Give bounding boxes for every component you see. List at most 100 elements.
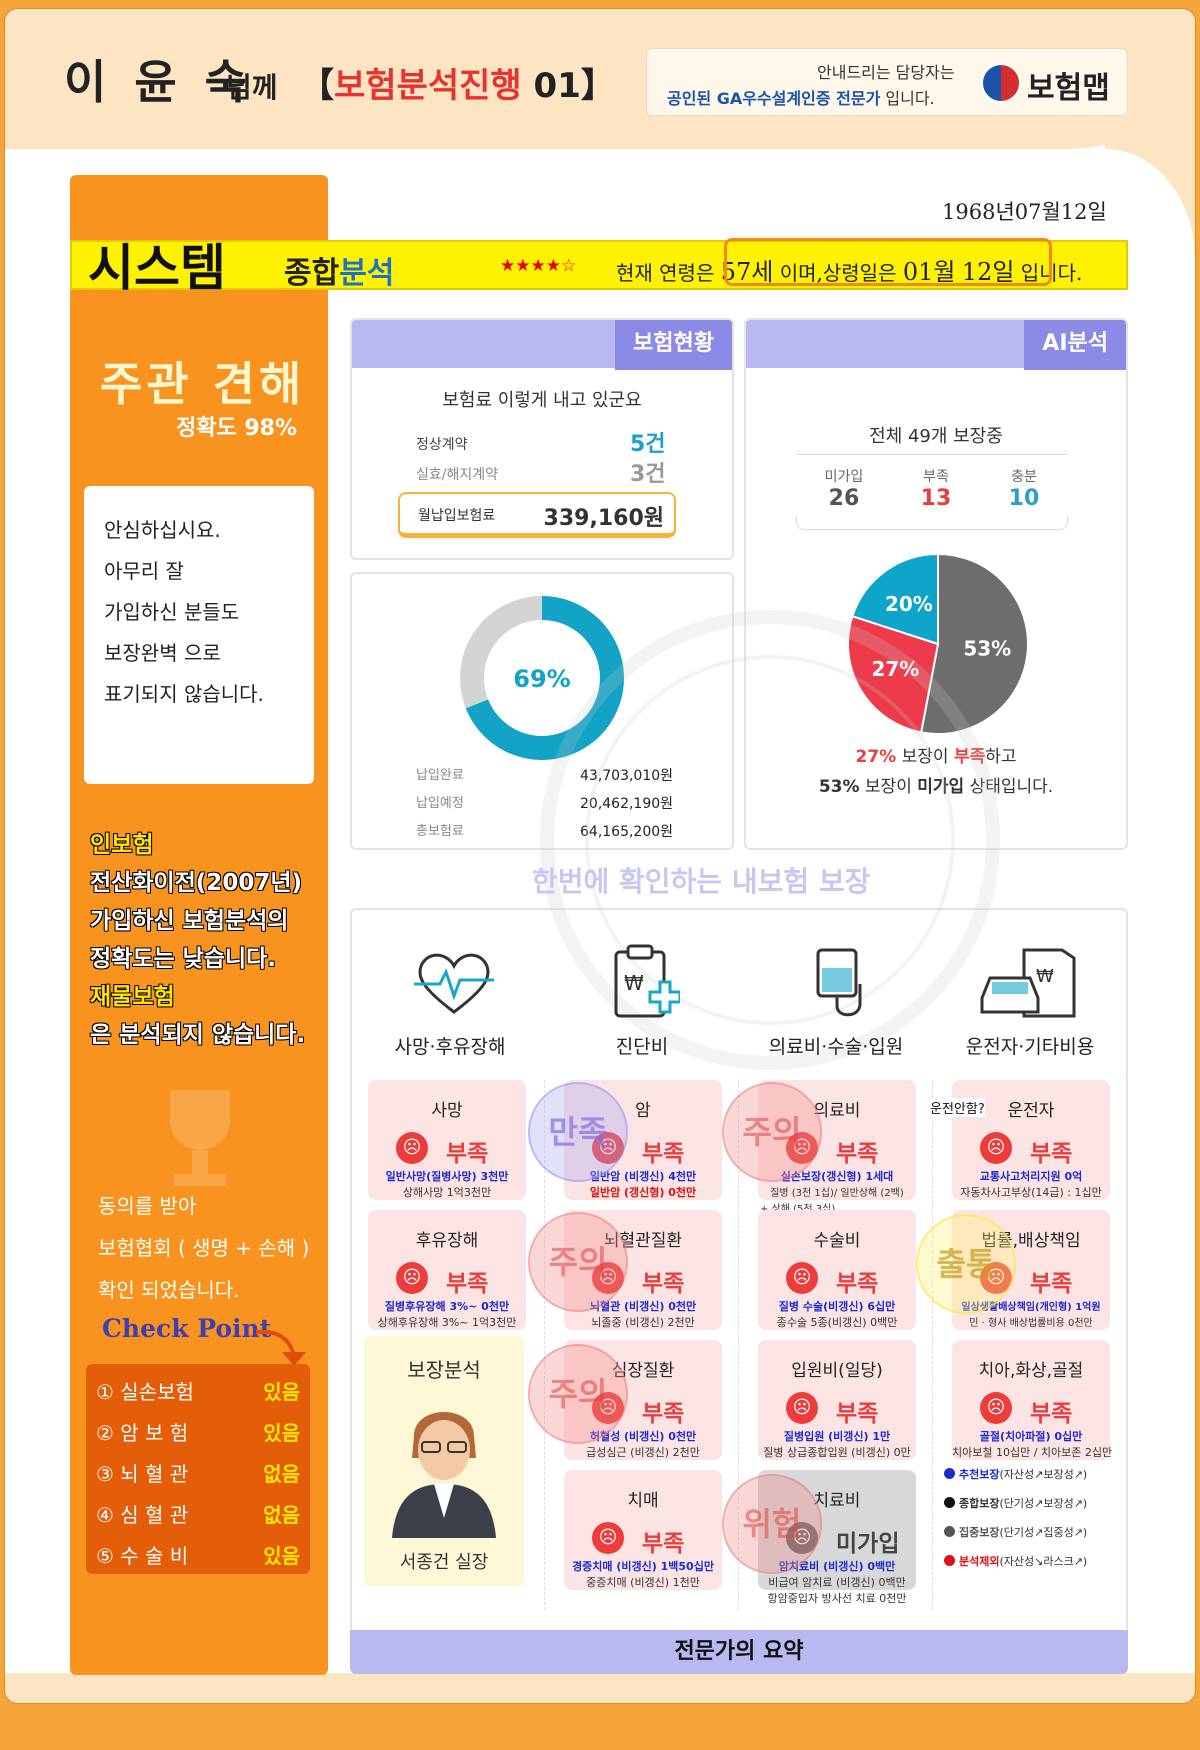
svg-text:₩: ₩ xyxy=(1036,966,1054,987)
cell-detail: 민 · 형사 배상법률비용 0천만 xyxy=(969,1318,1093,1329)
check-item-value: 없음 xyxy=(263,1462,300,1486)
category-medical: 의료비·수술·입원 xyxy=(768,1036,904,1058)
cell-title: 치료비 xyxy=(813,1491,861,1511)
coverage-dementia[interactable]: 치매 ☹ 부족 경증치매 (비갱신) 1백50십만 중증치매 (비갱신) 1천만 xyxy=(564,1470,722,1590)
legend-item: 집중보장(단기성↗집중성↗) xyxy=(944,1518,1108,1547)
legend-dot-icon xyxy=(944,1497,955,1508)
progress-number: 01 xyxy=(533,66,581,106)
agent-line-2: 공인된 GA우수설계인증 전문가 입니다. xyxy=(667,85,935,109)
legend-label: 종합보장 xyxy=(959,1497,1000,1510)
cell-detail: 뇌졸중 (비갱신) 2천만 xyxy=(591,1316,695,1329)
warning-line: 은 분석되지 않습니다. xyxy=(90,1022,306,1048)
subtitle-plain: 종합 xyxy=(284,256,340,291)
bracket-open: 【 xyxy=(300,66,334,106)
cell-status: 부족 xyxy=(1030,1401,1073,1427)
cell-title: 수술비 xyxy=(813,1231,861,1251)
normal-contract-value: 5건 xyxy=(630,432,666,457)
stat-value: 26 xyxy=(828,486,860,511)
coverage-surgery[interactable]: 수술비 ☹ 부족 질병 수술(비갱신) 6십만 종수술 5종(비갱신) 0백만 xyxy=(758,1210,916,1330)
cell-detail: 일상생활배상책임(개인형) 1억원 xyxy=(961,1302,1101,1313)
legend-tail: (단기성↗집중성↗) xyxy=(999,1526,1088,1539)
cell-detail: 질병 상급종합입원 (비갱신) 0만 xyxy=(763,1446,911,1459)
paid-label: 납입완료 xyxy=(416,768,464,783)
expert-summary-button[interactable]: 전문가의 요약 xyxy=(350,1630,1128,1674)
cell-detail: 경증치매 (비갱신) 1백50십만 xyxy=(572,1560,714,1573)
check-item: ① 실손보험 있음 xyxy=(96,1370,300,1411)
cell-status: 부족 xyxy=(836,1271,879,1297)
cell-detail: 상해사망 1억3천만 xyxy=(402,1186,492,1199)
age-highlight-box xyxy=(724,238,1052,286)
subtitle-blue: 분석 xyxy=(339,256,395,291)
svg-text:₩: ₩ xyxy=(624,971,644,995)
opinion-line: 가입하신 분들도 xyxy=(104,600,240,624)
sad-face-icon: ☹ xyxy=(980,1132,1012,1164)
legend-item: 종합보장(단기성↗보장성↗) xyxy=(944,1489,1108,1518)
warning-line: 가입하신 보험분석의 xyxy=(90,908,289,934)
cell-detail: 실손보장(갱신형) 1세대 xyxy=(780,1170,894,1183)
cell-detail: 뇌혈관 (비갱신) 0천만 xyxy=(589,1300,697,1313)
check-item-value: 있음 xyxy=(263,1544,300,1568)
agent-line-2-tail: 입니다. xyxy=(885,89,935,108)
legend-label: 분석제외 xyxy=(959,1555,1000,1568)
progress-label: 보험분석진행 xyxy=(334,66,522,106)
legend-item: 추천보장(자산성↗보장성↗) xyxy=(944,1460,1108,1489)
stats-bracket xyxy=(796,516,1068,530)
cell-detail: 일반사망(질병사망) 3천만 xyxy=(385,1170,509,1183)
coverage-disability[interactable]: 후유장해 ☹ 부족 질병후유장해 3%~ 0천만 상해후유장해 3%~ 1억3천… xyxy=(368,1210,526,1330)
car-receipt-icon: ₩ xyxy=(980,948,1076,1018)
consent-text: 동의를 받아 보험협회 ( 생명 + 손해 ) 확인 되었습니다. xyxy=(98,1185,309,1311)
expert-name: 서종건 실장 xyxy=(399,1552,489,1573)
stamp-excellent: 출통 xyxy=(916,1214,1016,1314)
consent-line: 동의를 받아 xyxy=(98,1194,197,1218)
coverage-hospital[interactable]: 입원비(일당) ☹ 부족 질병입원 (비갱신) 1만 질병 상급종합입원 (비갱… xyxy=(758,1340,916,1460)
monthly-premium-label: 월납입보험료 xyxy=(418,508,496,524)
lapsed-contract-label: 실효/해지계약 xyxy=(416,467,498,483)
stamp-danger: 위험 xyxy=(722,1474,822,1574)
coverage-dental[interactable]: 치아,화상,골절 ☹ 부족 골절(치아파절) 0십만 치아보철 10십만 / 치… xyxy=(952,1340,1113,1460)
legend-tail: (자산성↘라스크↗) xyxy=(999,1555,1088,1568)
total-label: 총보험료 xyxy=(416,824,464,839)
insurance-status-card: 보험현황 보험료 이렇게 내고 있군요 정상계약 5건 실효/해지계약 3건 월… xyxy=(350,318,734,560)
cell-title: 입원비(일당) xyxy=(791,1361,883,1381)
check-item-value: 없음 xyxy=(263,1503,300,1527)
cell-title: 후유장해 xyxy=(415,1231,479,1251)
accuracy-label: 정확도 98% xyxy=(176,416,298,441)
watermark-seal-inner xyxy=(585,655,955,1025)
column-divider xyxy=(932,1080,933,1610)
age-text: 현재 연령은 57세 이며,상령일은 01월 12일 입니다. xyxy=(616,252,1082,287)
cell-title: 치매 xyxy=(627,1491,659,1511)
age-mid: 이며,상령일은 xyxy=(779,261,897,285)
opinion-line: 안심하십시요. xyxy=(104,518,221,542)
cell-detail: 급성심근 (비갱신) 2천만 xyxy=(586,1446,700,1459)
cell-detail: 암치료비 (비갱신) 0백만 xyxy=(778,1560,896,1573)
legend-label: 추천보장 xyxy=(959,1468,1000,1481)
stat-label: 부족 xyxy=(923,469,949,485)
divider xyxy=(796,454,1068,455)
check-item: ④ 심 혈 관 없음 xyxy=(96,1493,300,1534)
warning-line: 전산화이전(2007년) xyxy=(90,870,302,896)
cell-detail: 치아보철 10십만 / 치아보존 2십만 xyxy=(952,1446,1113,1459)
cell-status: 부족 xyxy=(446,1141,489,1167)
opinion-line: 표기되지 않습니다. xyxy=(104,682,264,706)
birth-day: 12일 xyxy=(961,258,1015,286)
expert-card[interactable]: 보장분석 서종건 실장 xyxy=(364,1336,524,1586)
coverage-death[interactable]: 사망 ☹ 부족 일반사망(질병사망) 3천만 상해사망 1억3천만 xyxy=(368,1080,526,1200)
agent-line-1: 안내드리는 담당자는 xyxy=(817,63,955,82)
cell-title: 암 xyxy=(635,1101,651,1121)
column-divider xyxy=(738,1080,739,1610)
stat-unsubscribed: 미가입 26 xyxy=(825,466,864,511)
pie-label: 53% xyxy=(963,637,1011,661)
cell-detail: 상해후유장해 3%~ 1억3천만 xyxy=(377,1316,517,1329)
check-item: ③ 뇌 혈 관 없음 xyxy=(96,1452,300,1493)
warning-line: 인보험 xyxy=(90,832,154,858)
check-item-label: ③ 뇌 혈 관 xyxy=(96,1462,189,1486)
scheduled-label: 납입예정 xyxy=(416,796,464,811)
cell-status: 부족 xyxy=(642,1141,685,1167)
status-card-title: 보험현황 xyxy=(615,320,732,370)
expert-avatar xyxy=(392,1412,496,1538)
rating-stars: ★★★★☆ xyxy=(500,256,577,276)
brand-name: 보험맵 xyxy=(1027,71,1110,106)
opinion-line: 아무리 잘 xyxy=(104,559,184,583)
opinion-line: 보장완벽 으로 xyxy=(104,641,221,665)
system-title: 시스템 xyxy=(88,239,226,297)
